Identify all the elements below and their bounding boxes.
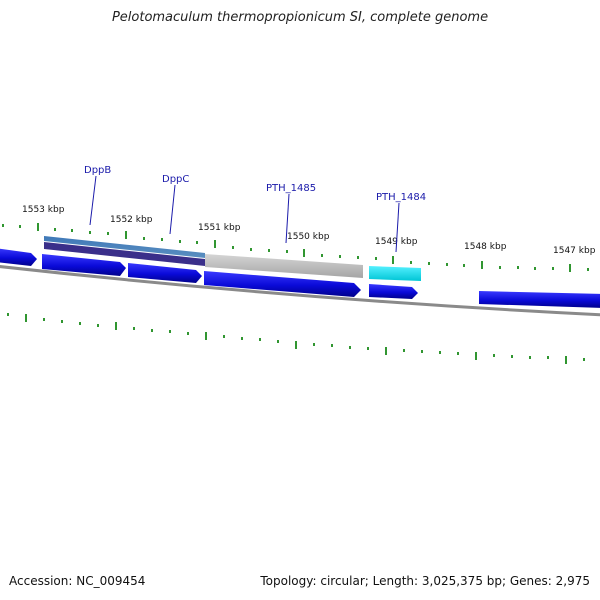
kbp-label-1553: 1553 kbp bbox=[22, 205, 65, 215]
pointer-dppb bbox=[89, 175, 97, 226]
gene-arrow-pth1484[interactable] bbox=[369, 284, 418, 299]
pointer-pth1484 bbox=[395, 202, 400, 253]
genome-summary-text: Topology: circular; Length: 3,025,375 bp… bbox=[260, 574, 590, 588]
kbp-label-1551: 1551 kbp bbox=[198, 223, 241, 233]
genome-backbone bbox=[0, 265, 600, 317]
gene-arrow-dppb[interactable] bbox=[42, 254, 126, 276]
gene-arrow-right[interactable] bbox=[479, 291, 600, 308]
gene-arrow-pth1485[interactable] bbox=[204, 271, 361, 297]
kbp-label-1552: 1552 kbp bbox=[110, 215, 153, 225]
accession-text: Accession: NC_009454 bbox=[9, 574, 146, 588]
gene-label-pth1484: PTH_1484 bbox=[376, 192, 426, 203]
kbp-label-1550: 1550 kbp bbox=[287, 232, 330, 242]
gene-label-dppb: DppB bbox=[84, 165, 111, 176]
feature-dppb-teal[interactable] bbox=[44, 236, 205, 258]
pointer-dppc bbox=[169, 184, 176, 235]
kbp-label-1547: 1547 kbp bbox=[553, 246, 596, 256]
gene-arrow-1[interactable] bbox=[0, 248, 37, 266]
feature-pth1484-cyan[interactable] bbox=[369, 266, 421, 281]
gene-label-dppc: DppC bbox=[162, 174, 189, 185]
feature-dppb-dark[interactable] bbox=[44, 242, 205, 266]
gene-label-pth1485: PTH_1485 bbox=[266, 183, 316, 194]
figure-title: Pelotomaculum thermopropionicum SI, comp… bbox=[111, 10, 489, 25]
gene-arrow-dppc[interactable] bbox=[128, 263, 202, 283]
tick-row-upper bbox=[2, 223, 589, 272]
pointer-pth1485 bbox=[285, 193, 290, 244]
feature-pth1485-grey[interactable] bbox=[205, 254, 363, 278]
tick-row-lower bbox=[7, 313, 585, 364]
kbp-label-1548: 1548 kbp bbox=[464, 242, 507, 252]
